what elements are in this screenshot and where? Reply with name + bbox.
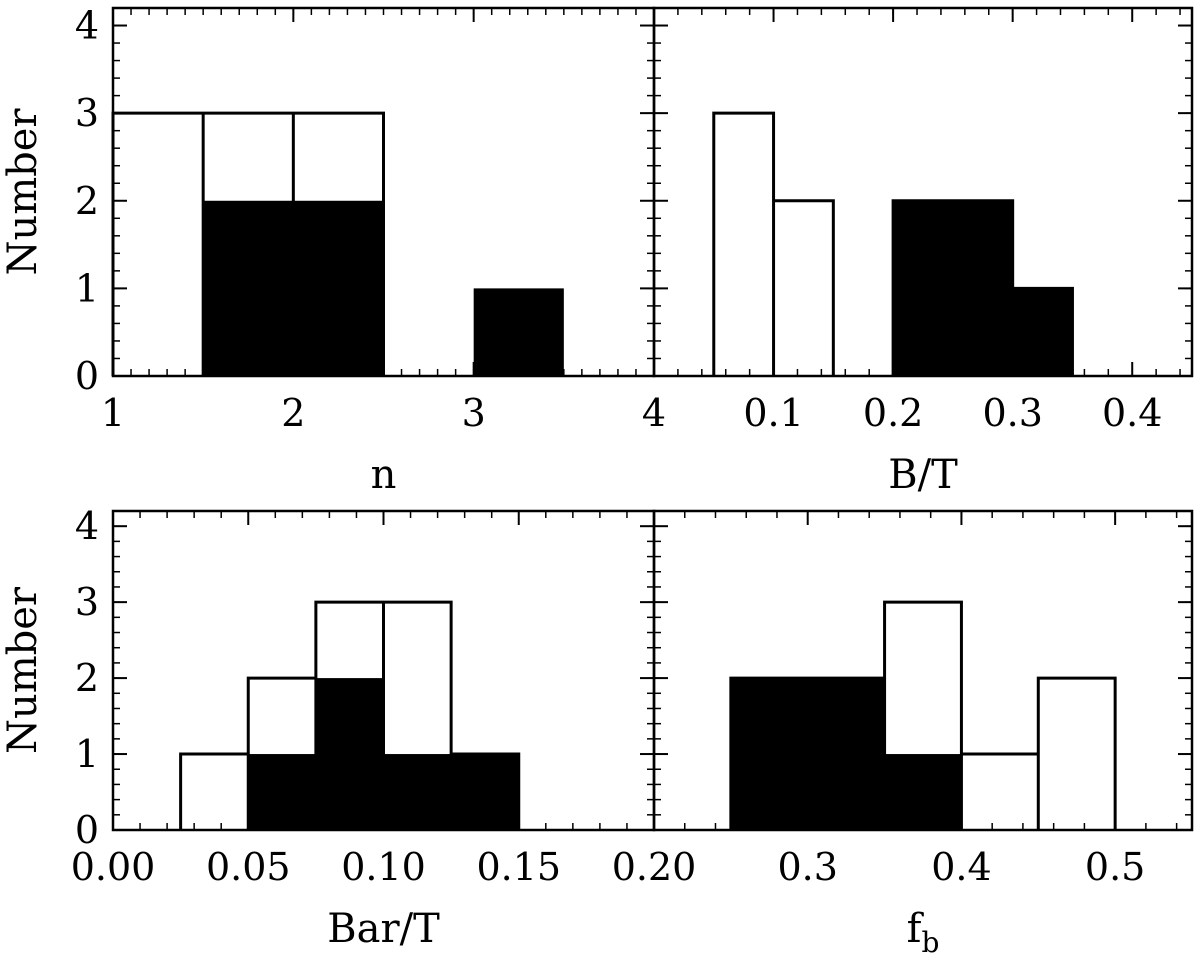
x-tick-label: 0.4 xyxy=(931,845,991,889)
x-tick-label: 0.10 xyxy=(341,845,426,889)
x-tick-label: 0.2 xyxy=(863,391,923,435)
y-tick-label: 0 xyxy=(75,354,99,398)
x-axis-label-subscript: b xyxy=(921,926,939,958)
x-tick-label: 0.05 xyxy=(206,845,291,889)
x-tick-label: 4 xyxy=(642,391,666,435)
y-tick-label: 2 xyxy=(75,179,99,223)
x-axis-label: n xyxy=(371,452,397,498)
axes-frame xyxy=(652,509,1194,832)
x-axis-label: B/T xyxy=(888,452,958,498)
filled-bar xyxy=(893,200,953,376)
filled-bar xyxy=(451,754,519,830)
y-tick-label: 1 xyxy=(75,732,99,776)
x-tick-label: 0.3 xyxy=(777,845,837,889)
filled-bar xyxy=(203,200,294,376)
panel-2: 0.00 0.05 0.10 0.15 0.20 0 1 2 3 4 Bar/T Number xyxy=(0,504,696,952)
filled-bar xyxy=(884,754,962,830)
panel-3: 0.3 0.4 0.5 fb xyxy=(652,509,1194,958)
y-tick-label: 3 xyxy=(75,91,99,135)
y-axis-label: Number xyxy=(0,586,46,754)
open-histogram-outline xyxy=(712,111,1074,376)
filled-bar xyxy=(383,754,452,830)
y-tick-label: 0 xyxy=(75,808,99,852)
axes-frame xyxy=(652,6,1194,378)
x-tick-label: 2 xyxy=(281,391,305,435)
x-tick-label: 0.1 xyxy=(743,391,803,435)
x-axis-label: Bar/T xyxy=(327,906,440,952)
x-axis-label-main: f xyxy=(907,906,925,952)
y-tick-label: 1 xyxy=(75,266,99,310)
filled-bar xyxy=(473,288,564,376)
x-tick-label: 0.20 xyxy=(612,845,697,889)
filled-bar xyxy=(807,678,885,830)
filled-bar xyxy=(730,678,808,830)
x-tick-label: 0.5 xyxy=(1085,845,1145,889)
y-tick-label: 2 xyxy=(75,656,99,700)
open-histogram-outline xyxy=(179,600,521,830)
filled-bar xyxy=(248,754,316,830)
x-axis-label: fb xyxy=(907,906,940,958)
filled-bar xyxy=(1012,288,1073,376)
filled-bar xyxy=(952,200,1013,376)
open-histogram-outline xyxy=(729,600,1117,830)
panel-1: 0.1 0.2 0.3 0.4 B/T xyxy=(652,6,1194,498)
x-tick-label: 0.15 xyxy=(476,845,561,889)
filled-bar xyxy=(315,678,384,830)
x-tick-label: 3 xyxy=(462,391,486,435)
y-tick-label: 3 xyxy=(75,580,99,624)
y-tick-label: 4 xyxy=(75,4,99,48)
x-tick-label: 0.00 xyxy=(71,845,156,889)
filled-bar xyxy=(293,200,384,376)
x-tick-label: 1 xyxy=(101,391,125,435)
y-axis-label: Number xyxy=(0,108,46,276)
x-tick-label: 0.3 xyxy=(982,391,1042,435)
y-tick-label: 4 xyxy=(75,504,99,548)
x-tick-label: 0.4 xyxy=(1102,391,1162,435)
